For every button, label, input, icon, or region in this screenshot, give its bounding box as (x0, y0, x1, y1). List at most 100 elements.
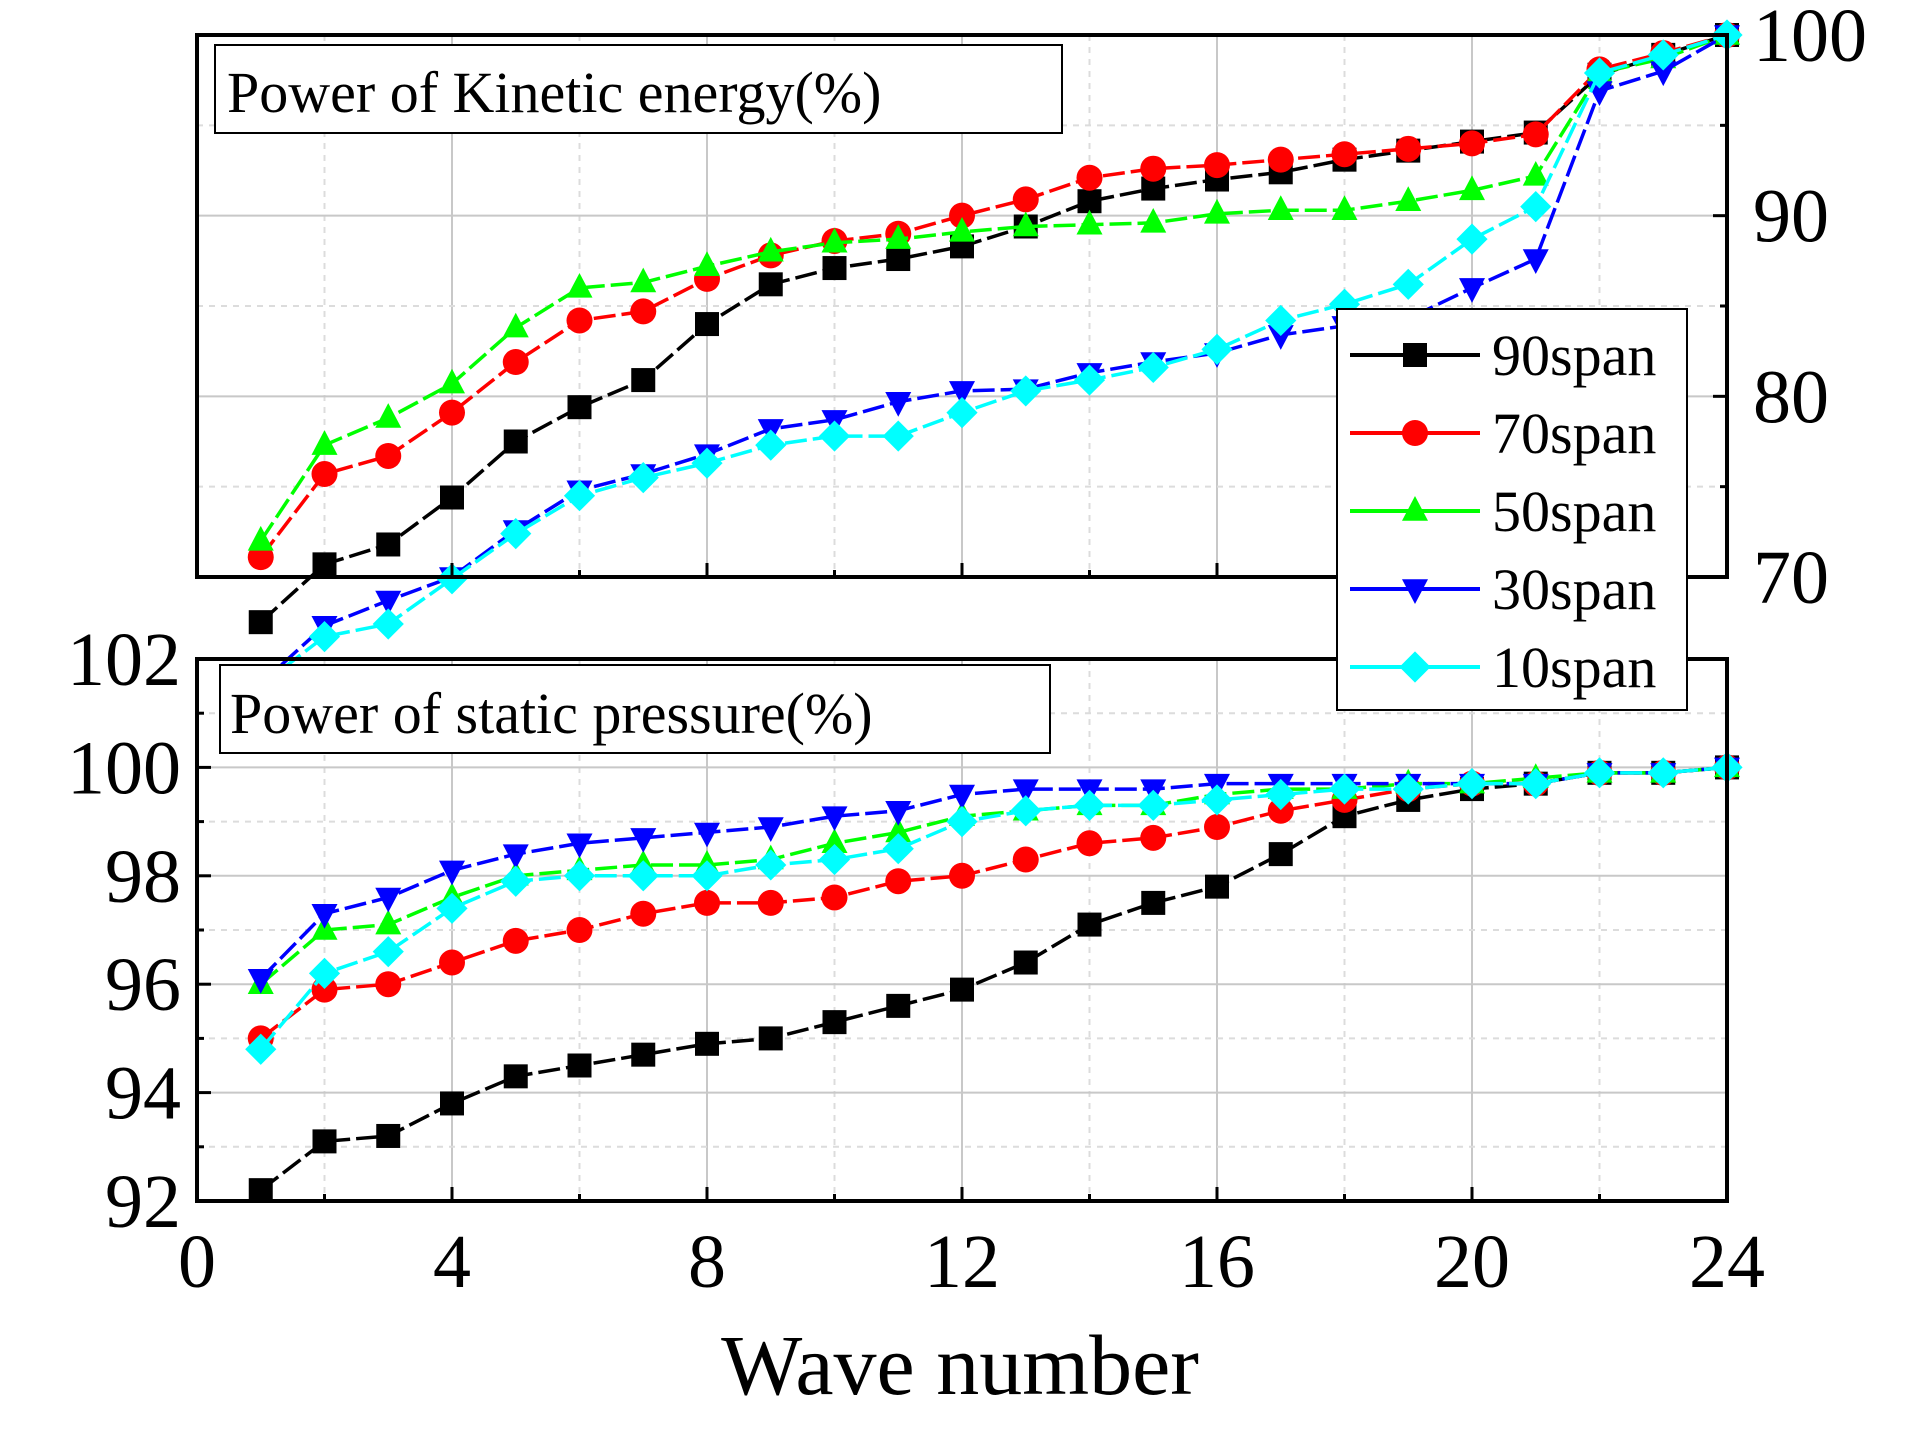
data-point-90span-9 (758, 1026, 783, 1051)
data-point-70span-5 (502, 349, 529, 376)
data-point-90span-11 (886, 993, 911, 1018)
data-point-50span-18 (1331, 195, 1358, 220)
data-point-90span-7 (631, 368, 656, 393)
legend-marker-90span (1403, 343, 1427, 367)
data-point-50span-4 (439, 368, 465, 394)
data-point-10span-3 (372, 936, 404, 968)
data-point-10span-9 (755, 849, 787, 881)
data-point-50span-1 (247, 525, 274, 551)
static-pressure-panel: 0 4 8 12 16 20 24 92 94 96 98 100 102 Power of stati… (67, 618, 1765, 1304)
data-point-70span-15 (1140, 155, 1167, 182)
series-line-30span (259, 765, 1728, 981)
data-point-90span-8 (695, 312, 719, 337)
data-point-30span-11 (885, 392, 912, 417)
data-point-10span-6 (563, 480, 596, 512)
data-point-90span-8 (695, 1031, 719, 1056)
data-point-70span-13 (1012, 846, 1039, 873)
x-axis-title: Wave number (721, 1317, 1199, 1413)
data-point-50span-13 (1012, 211, 1039, 237)
data-point-50span-12 (949, 216, 975, 242)
data-point-10span-17 (1265, 778, 1297, 811)
y-tick-label-70: 70 (1753, 536, 1829, 620)
x-tick-label-24: 24 (1689, 1220, 1765, 1304)
legend-label-30span: 30span (1492, 557, 1656, 622)
data-point-10span-17 (1265, 304, 1297, 337)
legend-entry-50span: 50span (1350, 479, 1656, 544)
x-tick-label-0: 0 (178, 1220, 216, 1304)
data-point-30span-12 (949, 381, 975, 406)
data-point-90span-12 (950, 977, 974, 1002)
data-point-10span-21 (1520, 191, 1552, 223)
data-point-90span-3 (376, 532, 401, 557)
legend-entry-90span: 90span (1350, 323, 1656, 388)
data-point-30span-9 (757, 817, 784, 842)
legend-label-50span: 50span (1492, 479, 1656, 544)
data-point-30span-12 (949, 784, 975, 810)
kinetic-energy-title: Power of Kinetic energy(%) (227, 60, 881, 125)
data-point-10span-12 (946, 806, 978, 838)
data-point-10span-6 (563, 860, 596, 892)
data-point-30span-7 (630, 828, 657, 853)
data-point-50span-3 (375, 403, 402, 428)
data-point-90span-14 (1077, 189, 1102, 214)
data-point-90span-15 (1141, 890, 1166, 915)
x-tick-label-4: 4 (433, 1220, 471, 1304)
data-point-70span-16 (1204, 152, 1230, 179)
legend-marker-10span (1399, 651, 1431, 683)
x-tick-label-20: 20 (1434, 1220, 1510, 1304)
data-point-10span-14 (1073, 364, 1106, 396)
data-point-90span-4 (440, 1091, 464, 1116)
data-point-10span-3 (372, 608, 404, 640)
legend-marker-30span (1402, 579, 1428, 604)
data-point-10span-7 (627, 860, 659, 892)
legend-label-10span: 10span (1492, 635, 1656, 700)
data-point-10span-5 (500, 865, 532, 897)
data-point-10span-2 (308, 957, 341, 989)
data-point-10span-5 (500, 518, 532, 550)
data-point-70span-13 (1012, 186, 1039, 213)
data-point-90span-10 (822, 256, 847, 281)
data-point-90span-11 (886, 247, 911, 272)
y-tick-label-100: 100 (1753, 0, 1867, 78)
data-point-90span-2 (312, 1129, 337, 1154)
series-50span (247, 752, 1740, 994)
data-point-50span-5 (502, 312, 529, 338)
data-point-90span-9 (758, 272, 783, 297)
data-point-70span-21 (1522, 121, 1549, 148)
static-pressure-title-border (219, 664, 1051, 754)
data-point-90span-7 (631, 1042, 656, 1067)
data-point-90span-17 (1268, 842, 1293, 867)
y-tick-label-96: 96 (105, 943, 181, 1027)
kinetic-energy-title-box: Power of Kinetic energy(%) (214, 44, 1063, 134)
data-point-10span-22 (1583, 57, 1616, 89)
data-point-70span-5 (502, 927, 529, 954)
data-point-70span-10 (821, 884, 848, 911)
data-point-70span-17 (1267, 797, 1294, 824)
data-point-70span-3 (375, 971, 402, 998)
data-point-10span-23 (1647, 39, 1679, 71)
data-point-70span-4 (439, 399, 465, 426)
data-point-10span-20 (1456, 768, 1488, 800)
data-point-70span-6 (566, 307, 593, 334)
y-tick-label-100: 100 (67, 726, 181, 810)
data-point-70span-16 (1204, 814, 1230, 841)
data-point-10span-8 (691, 447, 723, 479)
data-point-50span-2 (311, 430, 338, 455)
series-line-70span (259, 765, 1728, 1040)
data-point-10span-23 (1647, 757, 1679, 789)
static-pressure-title: Power of static pressure(%) (230, 681, 873, 746)
data-point-30span-3 (375, 590, 402, 616)
data-point-30span-20 (1459, 278, 1485, 303)
data-point-50span-10 (821, 227, 848, 253)
data-point-70span-3 (375, 442, 402, 469)
data-point-50span-19 (1395, 186, 1422, 211)
data-point-90span-14 (1077, 912, 1102, 937)
data-point-10span-7 (627, 462, 659, 494)
series-10span (245, 751, 1743, 1065)
legend-label-70span: 70span (1492, 401, 1656, 466)
data-point-50span-14 (1076, 209, 1103, 235)
data-point-10span-22 (1583, 757, 1616, 789)
data-point-10span-16 (1201, 333, 1233, 365)
data-point-50span-11 (885, 817, 912, 843)
data-point-30span-21 (1522, 249, 1549, 274)
